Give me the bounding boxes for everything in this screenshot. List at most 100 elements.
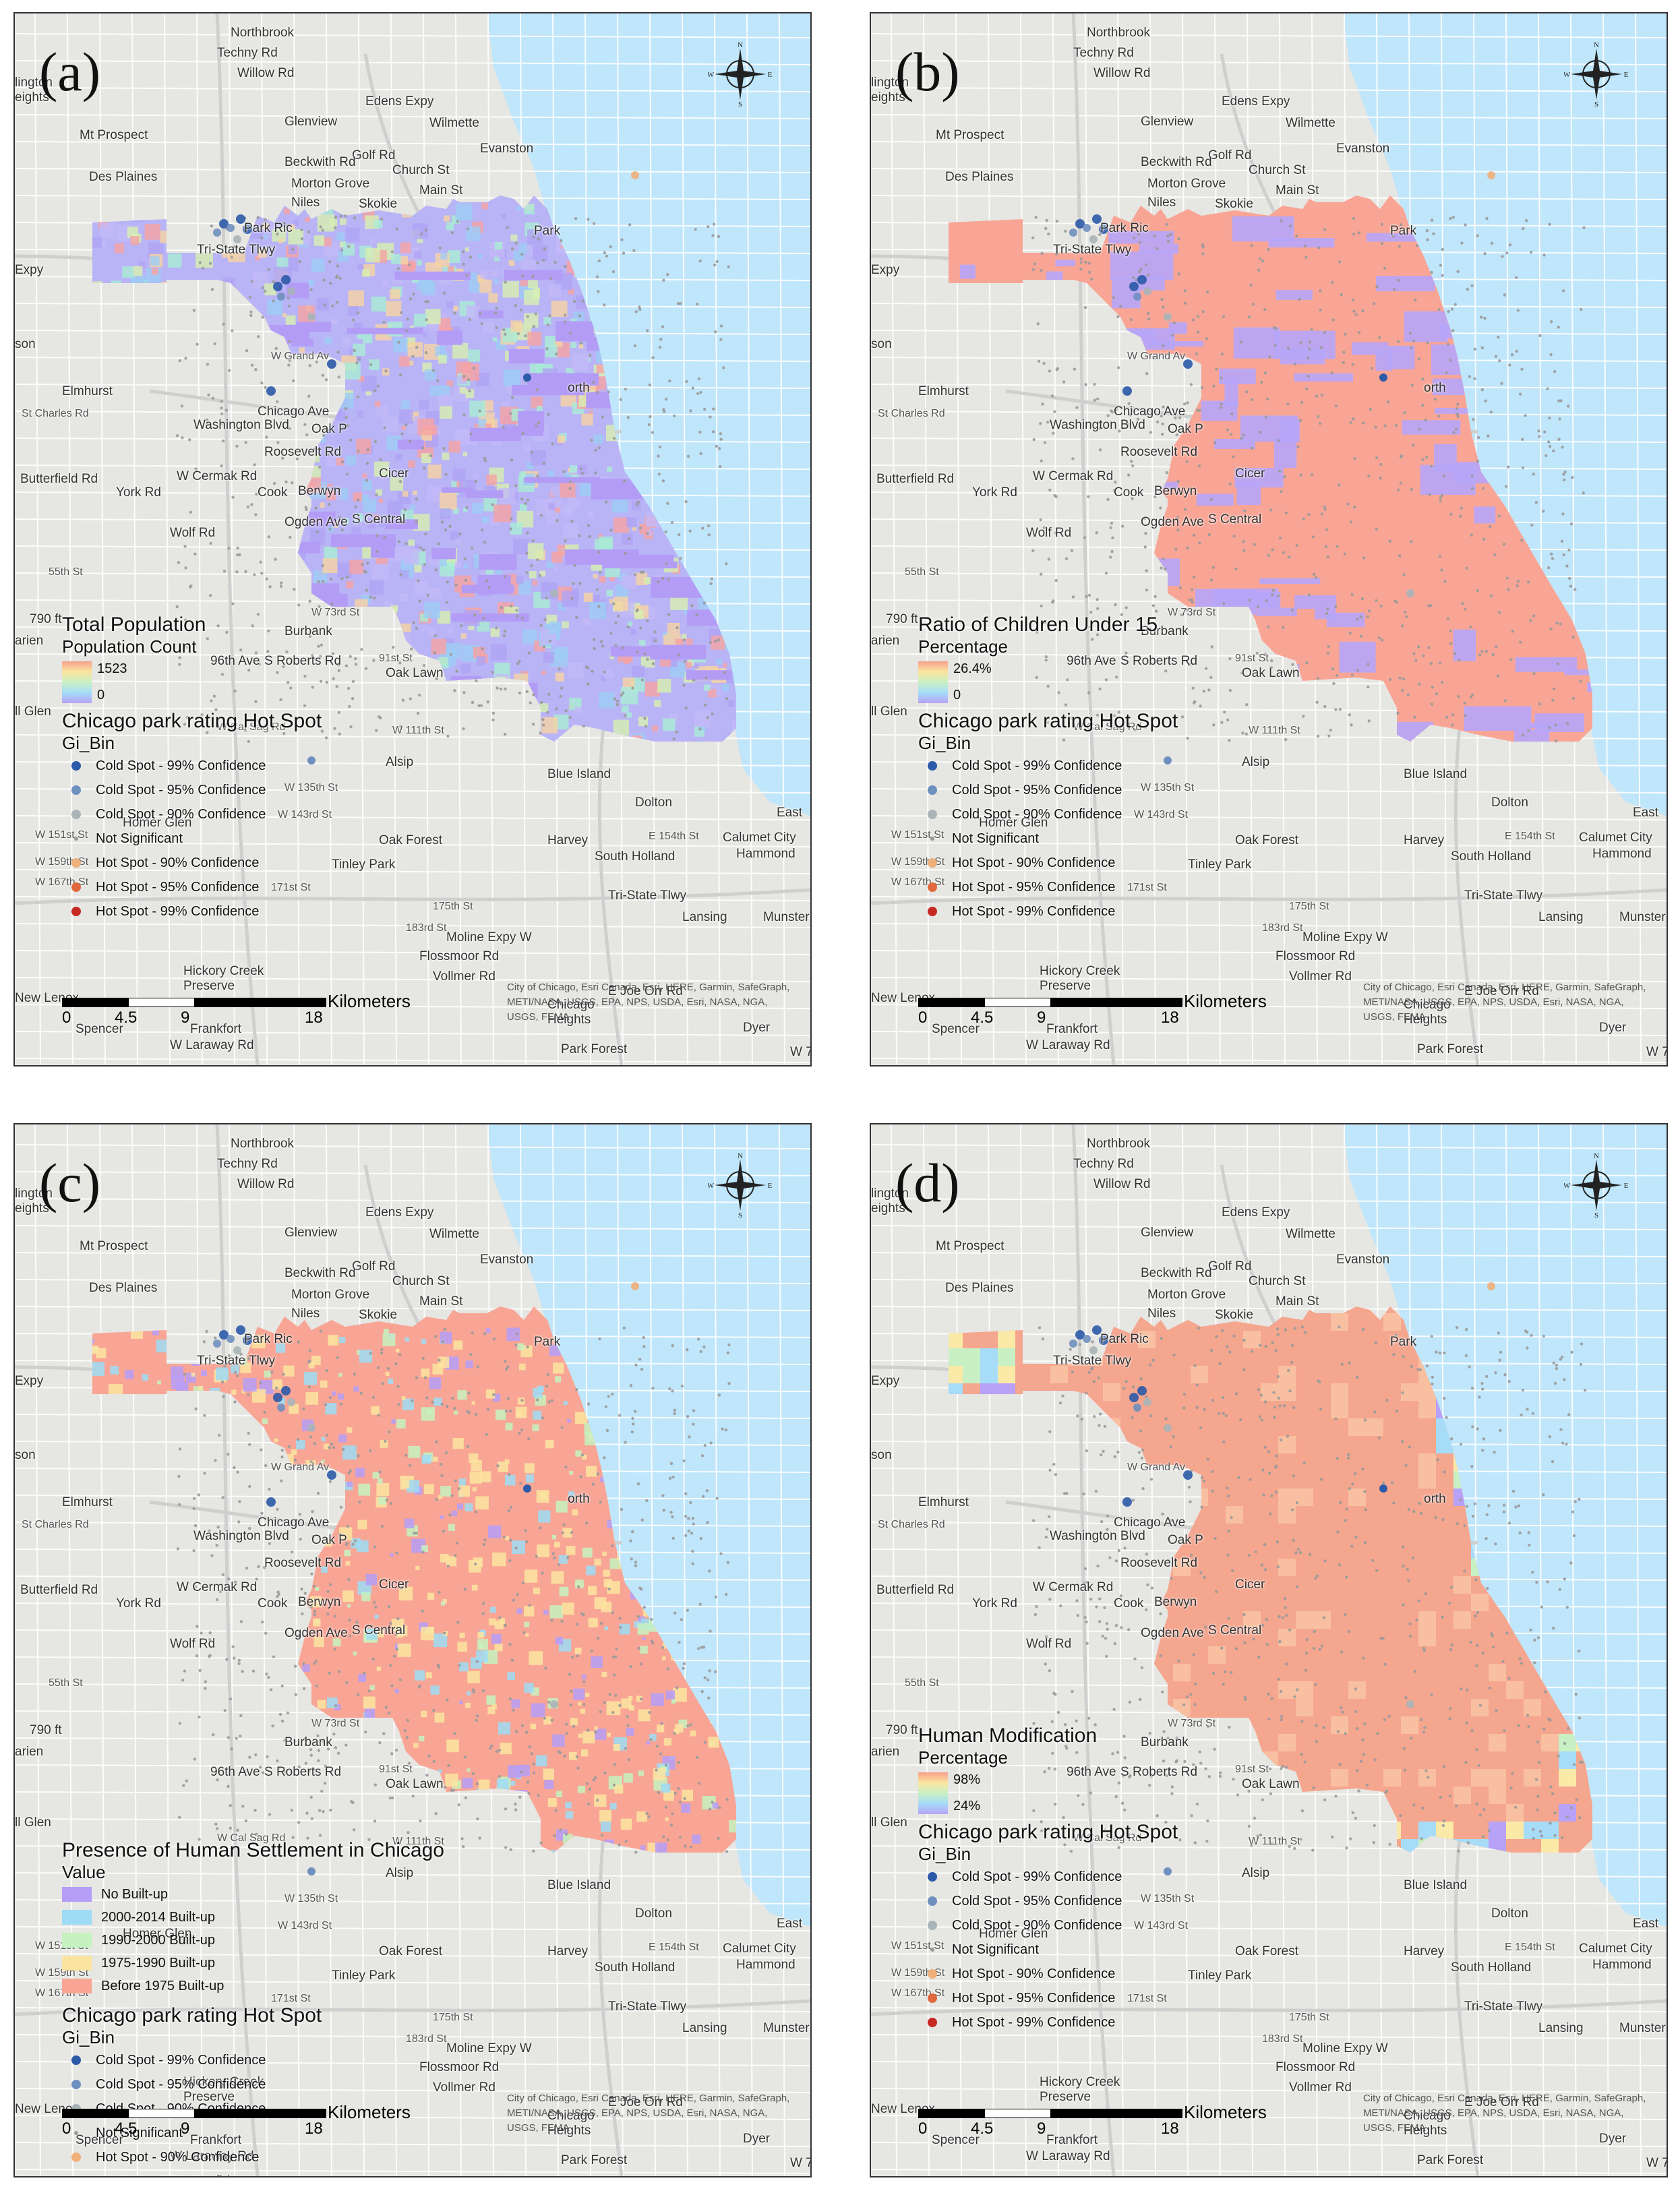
not-significant-point [1204,1625,1207,1629]
not-significant-point [607,1588,611,1591]
gi-class-dot [928,785,937,795]
not-significant-point [527,651,531,655]
place-label-joe-orr: E Joe Orr Rd [1464,2095,1539,2109]
not-significant-point [183,1669,187,1673]
not-significant-point [474,1510,477,1513]
not-significant-point [437,1665,441,1669]
not-significant-point [527,1437,531,1441]
not-significant-point [1457,694,1460,698]
not-significant-point [184,566,187,570]
not-significant-point [530,564,533,568]
not-significant-point [678,1640,681,1644]
not-significant-point [293,1458,297,1462]
not-significant-point [357,357,361,361]
not-significant-point [1357,1789,1360,1793]
not-significant-point [448,524,452,529]
not-significant-point [1569,584,1573,588]
place-label-st55: 55th St [49,1677,83,1689]
not-significant-point [1474,1614,1477,1618]
not-significant-point [1046,1528,1049,1531]
not-significant-point [453,1554,457,1557]
not-significant-point [1098,1424,1101,1427]
not-significant-point [1557,438,1561,441]
not-significant-point [1325,528,1329,531]
not-significant-point [208,1638,212,1642]
not-significant-point [176,1547,180,1551]
not-significant-point [553,1556,556,1560]
scale-unit-label: Kilometers [328,2102,411,2122]
not-significant-point [529,701,532,704]
not-significant-point [405,1735,409,1739]
place-label-son: son [871,337,892,351]
not-significant-point [1102,660,1105,663]
not-significant-point [337,375,340,379]
place-label-s-central: S Central [1208,1623,1262,1638]
not-significant-point [460,624,463,628]
not-significant-point [1202,690,1205,693]
not-significant-point [709,1629,712,1633]
not-significant-point [257,1565,260,1569]
not-significant-point [618,1414,622,1417]
place-label-northbrook: Northbrook [231,26,294,40]
not-significant-point [254,700,258,703]
not-significant-point [1085,595,1088,599]
not-significant-point [345,1681,349,1685]
not-significant-point [1345,1507,1348,1511]
not-significant-point [725,1850,729,1853]
not-significant-point [1518,1531,1522,1535]
not-significant-point [1288,1389,1292,1393]
not-significant-point [1305,387,1309,390]
not-significant-point [1270,1842,1274,1845]
place-label-ft790: 790 ft [30,612,62,626]
not-significant-point [1395,1410,1399,1413]
not-significant-point [1199,1762,1203,1765]
not-significant-point [706,1678,710,1682]
gi-field-label: Gi_Bin [62,733,115,753]
place-label-burbank: Burbank [1141,624,1189,638]
not-significant-point [546,1373,549,1377]
not-significant-point [1487,434,1490,438]
not-significant-point [407,1762,411,1765]
not-significant-point [1298,1551,1302,1555]
not-significant-point [357,450,360,453]
gi-class-dot [928,882,937,892]
not-significant-point [429,454,432,458]
not-significant-point [400,432,404,435]
not-significant-point [1043,441,1047,444]
not-significant-point [1040,269,1043,272]
not-significant-point [324,353,328,357]
not-significant-point [534,312,538,316]
not-significant-point [613,697,617,700]
cluster-point [1137,1386,1147,1395]
not-significant-point [1420,1718,1423,1722]
not-significant-point [243,1769,247,1773]
place-label-glenview: Glenview [284,115,338,129]
not-significant-point [1473,1502,1477,1505]
not-significant-point [1103,1828,1107,1832]
gi-class-row: Hot Spot - 99% Confidence [62,899,322,924]
not-significant-point [1323,506,1326,509]
not-significant-point [1213,1747,1216,1751]
ramp-high-label: 26.4% [953,661,992,676]
not-significant-point [1542,253,1546,257]
not-significant-point [1435,692,1439,696]
not-significant-point [348,1619,351,1622]
not-significant-point [178,359,181,363]
not-significant-point [634,1564,638,1567]
compass-e-label: E [768,1182,773,1190]
not-significant-point [1477,1764,1481,1767]
not-significant-point [1380,222,1384,226]
place-label-tinley: Tinley Park [332,858,396,872]
not-significant-point [1129,460,1133,463]
not-significant-point [1466,1841,1470,1844]
not-significant-point [206,637,210,640]
not-significant-point [313,448,316,451]
not-significant-point [1549,552,1553,556]
scale-segment [1116,2109,1182,2117]
not-significant-point [1401,624,1404,628]
not-significant-point [666,272,669,276]
not-significant-point [630,1557,633,1561]
not-significant-point [1207,533,1211,537]
not-significant-point [313,626,318,630]
not-significant-point [1450,307,1454,311]
